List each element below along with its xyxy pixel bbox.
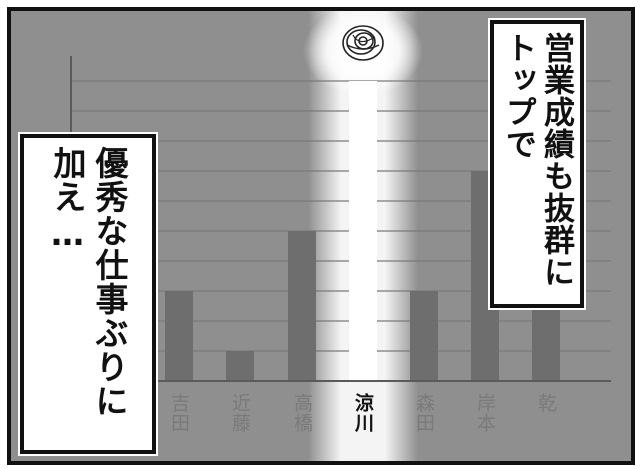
category-label: 岸本	[474, 393, 496, 433]
sales-bar-chart	[70, 11, 611, 461]
category-label: 近藤	[229, 393, 251, 433]
caption-box-left: 優秀な仕事ぶりに加え…	[20, 134, 156, 454]
bar-吉田	[165, 291, 193, 381]
caption-left-text: 優秀な仕事ぶりに加え…	[48, 146, 129, 418]
category-label: 森田	[413, 393, 435, 433]
category-label: 涼川	[352, 393, 374, 433]
category-label: 乾	[535, 393, 557, 413]
chart-bars	[165, 81, 560, 381]
caption-right-text: 営業成績も抜群にトップで	[500, 32, 574, 288]
category-label: 吉田	[168, 393, 190, 433]
category-label: 高橋	[291, 393, 313, 433]
bar-近藤	[226, 351, 254, 381]
rose-icon	[342, 25, 384, 61]
caption-box-right: 営業成績も抜群にトップで	[490, 20, 584, 308]
bar-涼川	[349, 81, 377, 381]
bar-高橋	[288, 231, 316, 381]
bar-森田	[410, 291, 438, 381]
rose-flower	[342, 25, 384, 61]
